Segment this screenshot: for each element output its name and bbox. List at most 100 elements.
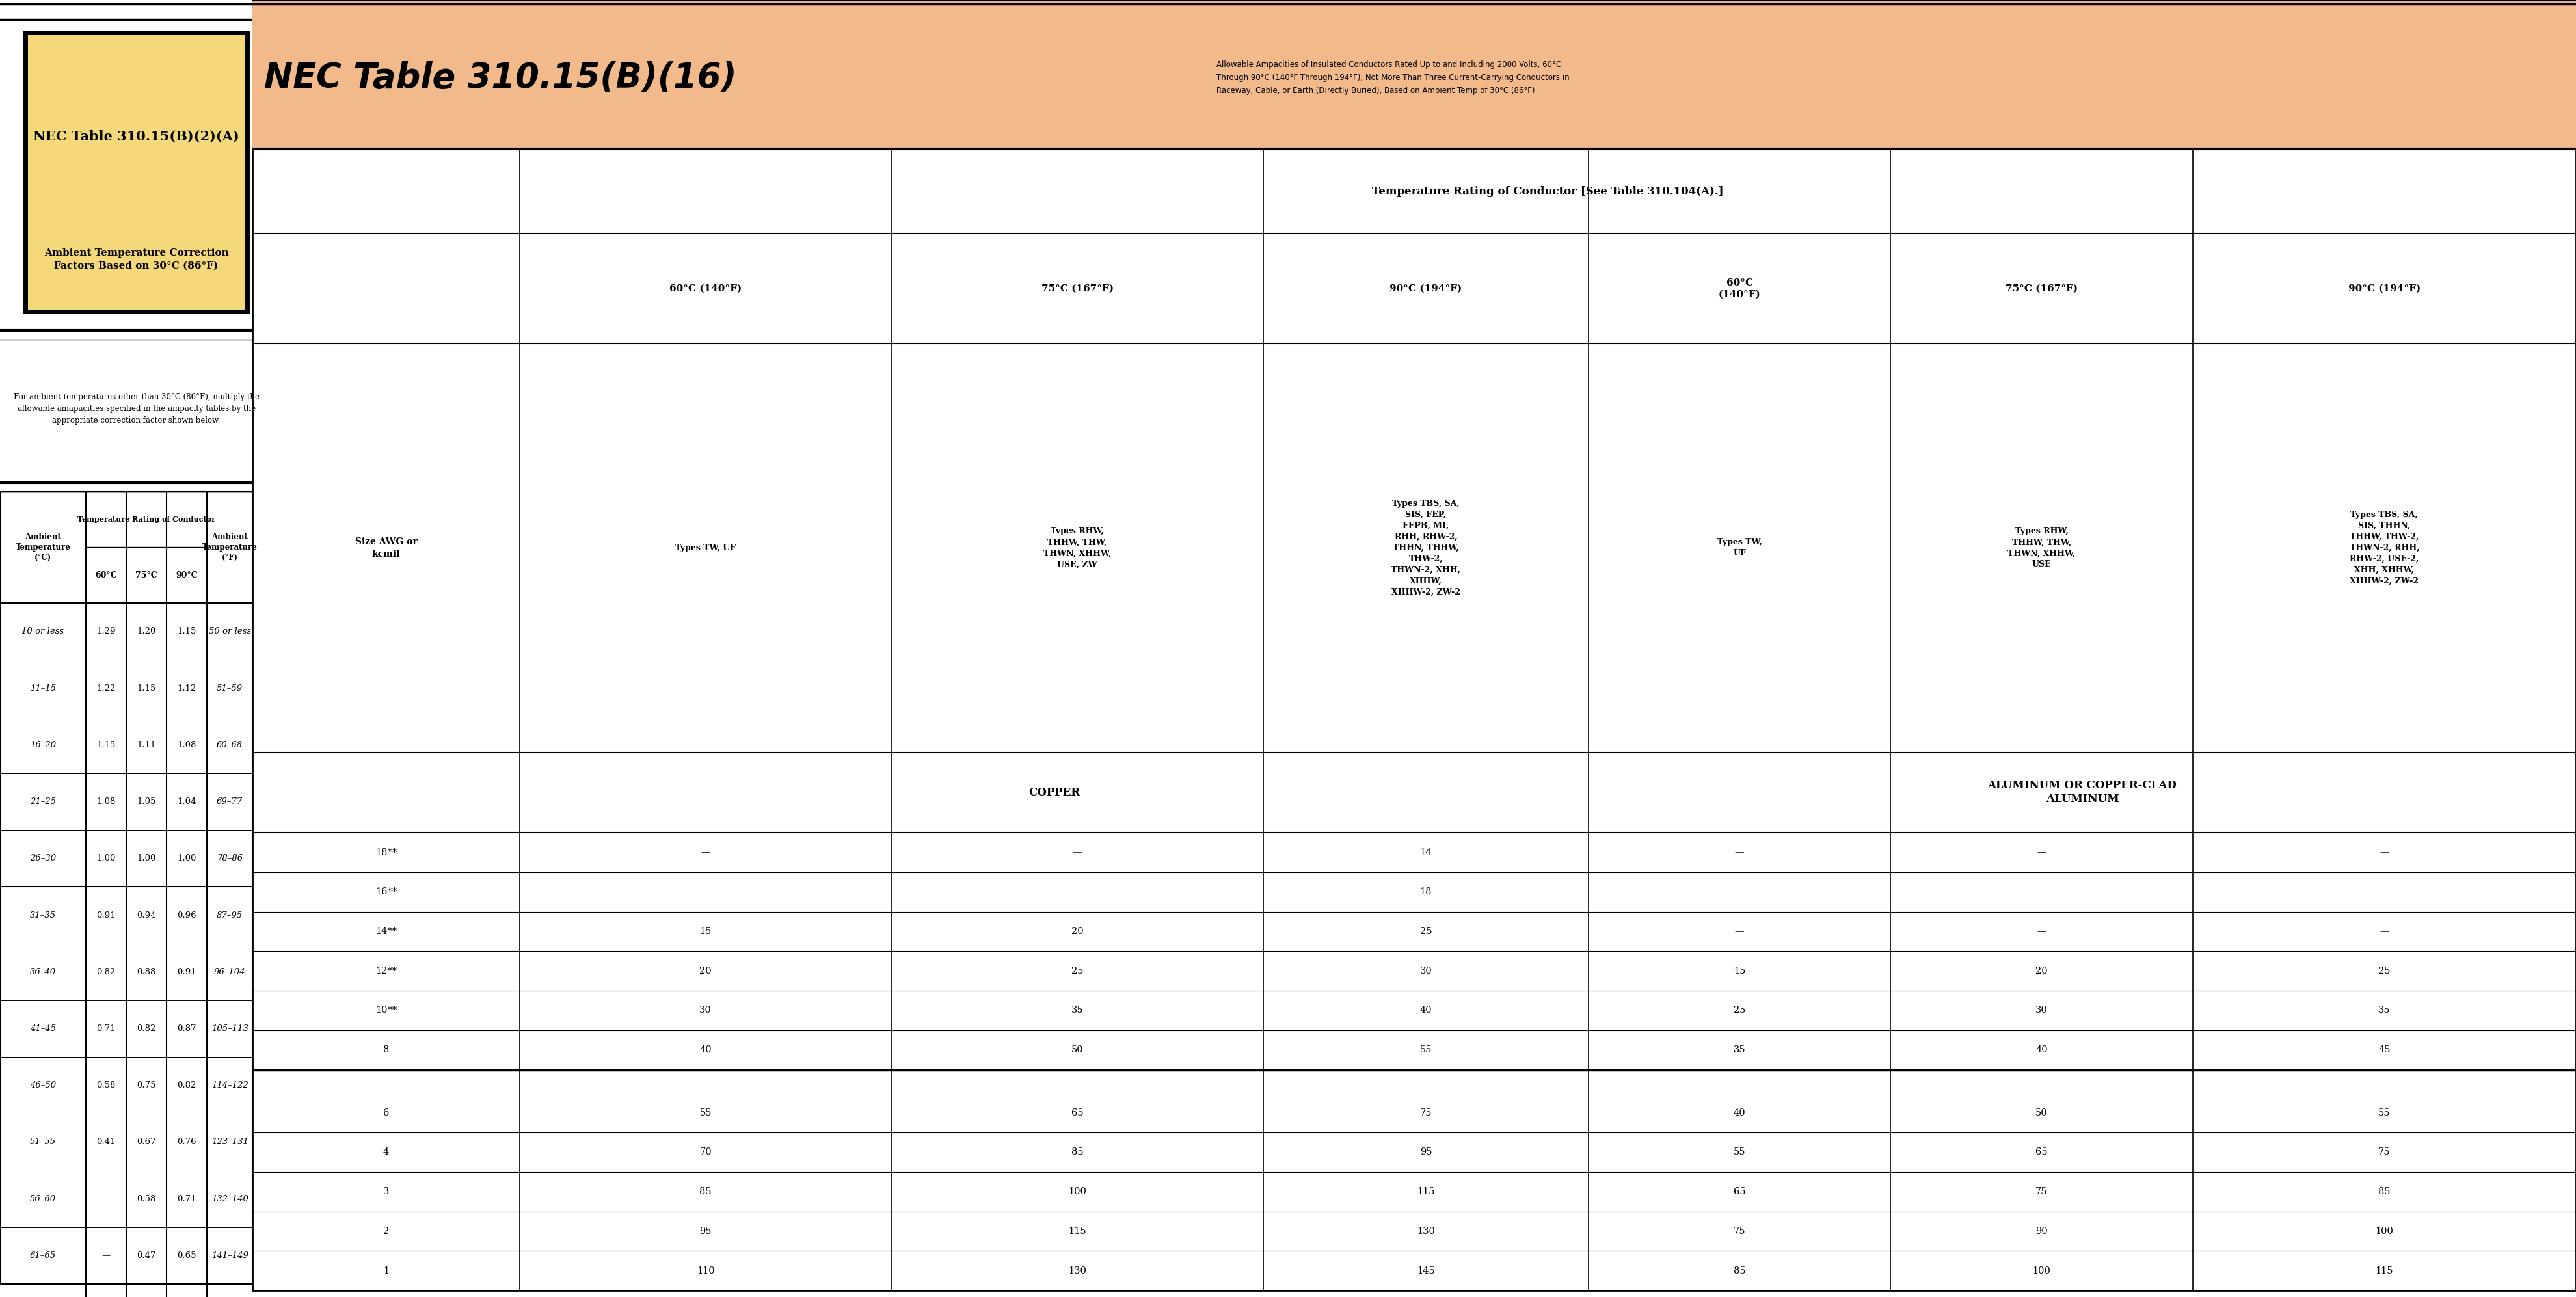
Text: 30: 30 — [701, 1006, 711, 1016]
Text: 1.20: 1.20 — [137, 628, 157, 636]
Text: 0.76: 0.76 — [178, 1137, 196, 1147]
Text: 75°C: 75°C — [137, 571, 157, 580]
Text: 1: 1 — [384, 1266, 389, 1275]
Text: 100: 100 — [2375, 1227, 2393, 1236]
Text: NEC Table 310.15(B)(2)(A): NEC Table 310.15(B)(2)(A) — [33, 130, 240, 143]
Text: 132–140: 132–140 — [211, 1195, 247, 1204]
Text: Types TW,
UF: Types TW, UF — [1718, 538, 1762, 558]
Text: 85: 85 — [701, 1187, 711, 1196]
Text: 78–86: 78–86 — [216, 855, 242, 863]
Text: COPPER: COPPER — [1028, 787, 1079, 798]
Text: 16**: 16** — [376, 887, 397, 896]
Text: 3: 3 — [384, 1187, 389, 1196]
Text: 10 or less: 10 or less — [21, 628, 64, 636]
Bar — [252, 0, 2576, 149]
Text: 100: 100 — [1069, 1187, 1087, 1196]
Text: 90: 90 — [2035, 1227, 2048, 1236]
Text: 56–60: 56–60 — [31, 1195, 57, 1204]
Text: 90°C (194°F): 90°C (194°F) — [2349, 284, 2421, 293]
Text: 1.04: 1.04 — [178, 798, 196, 805]
Text: —: — — [100, 1252, 111, 1259]
Bar — [252, 149, 2576, 1291]
Text: 0.71: 0.71 — [178, 1195, 196, 1204]
Text: 115: 115 — [1417, 1187, 1435, 1196]
Text: 50: 50 — [2035, 1108, 2048, 1117]
Text: 70: 70 — [701, 1148, 711, 1157]
Text: 65: 65 — [1072, 1108, 1084, 1117]
Text: 123–131: 123–131 — [211, 1137, 247, 1147]
Text: 100: 100 — [2032, 1266, 2050, 1275]
Text: For ambient temperatures other than 30°C (86°F), multiply the
allowable amapacit: For ambient temperatures other than 30°C… — [13, 393, 260, 424]
Text: 0.96: 0.96 — [178, 910, 196, 920]
Text: 145: 145 — [1417, 1266, 1435, 1275]
Text: 61–65: 61–65 — [31, 1252, 57, 1259]
Text: 12**: 12** — [376, 966, 397, 975]
Text: 0.87: 0.87 — [178, 1025, 196, 1032]
Text: 4: 4 — [384, 1148, 389, 1157]
Text: —: — — [1734, 887, 1744, 896]
Text: 6: 6 — [384, 1108, 389, 1117]
Text: 1.00: 1.00 — [95, 855, 116, 863]
Text: Allowable Ampacities of Insulated Conductors Rated Up to and Including 2000 Volt: Allowable Ampacities of Insulated Conduc… — [1216, 61, 1569, 95]
Text: 20: 20 — [1072, 927, 1084, 936]
Text: 95: 95 — [701, 1227, 711, 1236]
Text: Temperature Rating of Conductor [See Table 310.104(A).]: Temperature Rating of Conductor [See Tab… — [1373, 185, 1723, 197]
Text: 35: 35 — [1072, 1006, 1084, 1016]
Text: 1.08: 1.08 — [178, 741, 196, 750]
Text: Types TBS, SA,
SIS, FEP,
FEPB, MI,
RHH, RHW-2,
THHN, THHW,
THW-2,
THWN-2, XHH,
X: Types TBS, SA, SIS, FEP, FEPB, MI, RHH, … — [1391, 499, 1461, 597]
Text: Types TBS, SA,
SIS, THHN,
THHW, THW-2,
THWN-2, RHH,
RHW-2, USE-2,
XHH, XHHW,
XHH: Types TBS, SA, SIS, THHN, THHW, THW-2, T… — [2349, 511, 2419, 585]
Text: 55: 55 — [701, 1108, 711, 1117]
Text: 105–113: 105–113 — [211, 1025, 247, 1032]
Text: 20: 20 — [2035, 966, 2048, 975]
Text: 95: 95 — [1419, 1148, 1432, 1157]
Text: 60°C
(140°F): 60°C (140°F) — [1718, 279, 1759, 298]
Text: 45: 45 — [2378, 1045, 2391, 1054]
Text: —: — — [1072, 848, 1082, 857]
Text: 130: 130 — [1417, 1227, 1435, 1236]
Text: 60–68: 60–68 — [216, 741, 242, 750]
Text: 51–59: 51–59 — [216, 684, 242, 693]
Text: 40: 40 — [1734, 1108, 1747, 1117]
Text: 55: 55 — [1734, 1148, 1747, 1157]
Text: —: — — [701, 887, 711, 896]
Text: 75: 75 — [1734, 1227, 1747, 1236]
Text: —: — — [2380, 848, 2388, 857]
Text: Types RHW,
THHW, THW,
THWN, XHHW,
USE, ZW: Types RHW, THHW, THW, THWN, XHHW, USE, Z… — [1043, 527, 1110, 569]
Text: Types RHW,
THHW, THW,
THWN, XHHW,
USE: Types RHW, THHW, THW, THWN, XHHW, USE — [2007, 527, 2076, 569]
Text: 115: 115 — [2375, 1266, 2393, 1275]
Text: —: — — [1072, 887, 1082, 896]
Text: 26–30: 26–30 — [31, 855, 57, 863]
Text: 11–15: 11–15 — [31, 684, 57, 693]
Text: 25: 25 — [1419, 927, 1432, 936]
Text: 55: 55 — [2378, 1108, 2391, 1117]
Text: 35: 35 — [2378, 1006, 2391, 1016]
Text: 46–50: 46–50 — [31, 1082, 57, 1089]
Text: 90°C: 90°C — [175, 571, 198, 580]
Text: 141–149: 141–149 — [211, 1252, 247, 1259]
Text: Temperature Rating of Conductor: Temperature Rating of Conductor — [77, 516, 216, 523]
Text: 96–104: 96–104 — [214, 968, 245, 977]
Text: 14: 14 — [1419, 848, 1432, 857]
Text: 0.71: 0.71 — [95, 1025, 116, 1032]
Text: 0.91: 0.91 — [95, 910, 116, 920]
Text: 0.94: 0.94 — [137, 910, 157, 920]
Text: 90°C (194°F): 90°C (194°F) — [1388, 284, 1463, 293]
Text: 60°C (140°F): 60°C (140°F) — [670, 284, 742, 293]
Text: 0.75: 0.75 — [137, 1082, 157, 1089]
Text: 40: 40 — [1419, 1006, 1432, 1016]
Text: 69–77: 69–77 — [216, 798, 242, 805]
Text: 60°C: 60°C — [95, 571, 116, 580]
Text: 130: 130 — [1069, 1266, 1087, 1275]
Text: —: — — [2380, 887, 2388, 896]
Text: 35: 35 — [1734, 1045, 1747, 1054]
Text: 1.00: 1.00 — [137, 855, 157, 863]
Text: 1.05: 1.05 — [137, 798, 157, 805]
FancyBboxPatch shape — [26, 32, 247, 311]
Text: 1.29: 1.29 — [95, 628, 116, 636]
Text: ALUMINUM OR COPPER-CLAD
ALUMINUM: ALUMINUM OR COPPER-CLAD ALUMINUM — [1989, 779, 2177, 805]
Text: NEC Table 310.15(B)(16): NEC Table 310.15(B)(16) — [265, 61, 737, 95]
Text: 14**: 14** — [376, 927, 397, 936]
Text: 36–40: 36–40 — [31, 968, 57, 977]
Text: 115: 115 — [1069, 1227, 1087, 1236]
Text: 0.82: 0.82 — [137, 1025, 157, 1032]
